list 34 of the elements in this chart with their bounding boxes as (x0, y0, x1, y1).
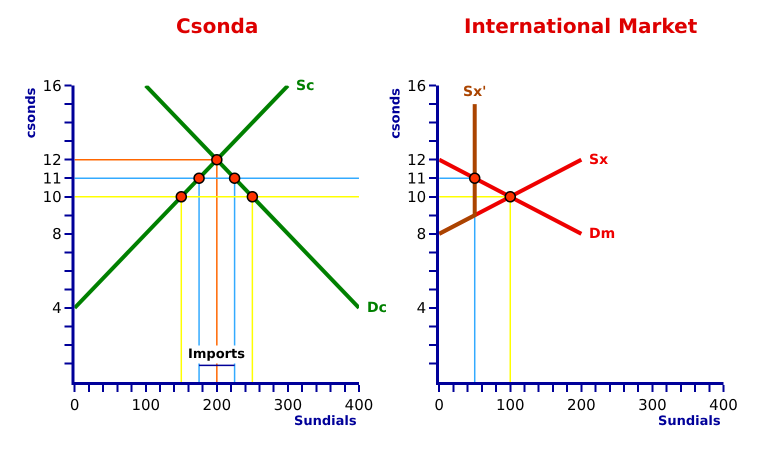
chart-title: Csonda (176, 14, 258, 38)
series-label: Sx (589, 152, 608, 168)
y-tick-label: 8 (52, 225, 62, 244)
x-tick-label: 100 (131, 396, 160, 414)
x-tick-label: 0 (434, 396, 444, 414)
x-tick-label: 300 (274, 396, 302, 414)
y-tick-label: 8 (416, 225, 426, 244)
series-label: Sx' (463, 84, 486, 100)
y-axis-title: csonds (24, 87, 40, 138)
x-tick-label: 400 (344, 396, 374, 414)
y-tick-label: 16 (42, 76, 62, 95)
x-tick-label: 400 (709, 396, 738, 414)
y-tick-label: 11 (407, 169, 426, 188)
series-label: Dm (589, 226, 616, 242)
x-axis-title: Sundials (658, 414, 721, 429)
y-tick-label: 10 (42, 188, 62, 206)
y-tick-label: 12 (42, 150, 62, 169)
annotation: Imports (188, 347, 246, 362)
y-tick-label: 10 (407, 188, 426, 206)
x-tick-label: 300 (638, 396, 667, 414)
chart-title: International Market (464, 14, 698, 38)
y-tick-label: 4 (416, 299, 426, 318)
x-tick-label: 100 (496, 396, 525, 414)
x-axis-title: Sundials (294, 414, 357, 429)
x-tick-label: 200 (567, 396, 596, 414)
y-tick-label: 11 (42, 169, 62, 188)
y-tick-label: 4 (52, 299, 62, 318)
x-tick-label: 0 (70, 396, 80, 414)
series-label: Sc (296, 78, 314, 94)
x-tick-label: 200 (202, 396, 232, 414)
y-tick-label: 16 (407, 76, 426, 95)
y-tick-label: 12 (407, 150, 426, 169)
y-axis-title: csonds (388, 88, 404, 139)
series-label: Dc (367, 300, 387, 316)
